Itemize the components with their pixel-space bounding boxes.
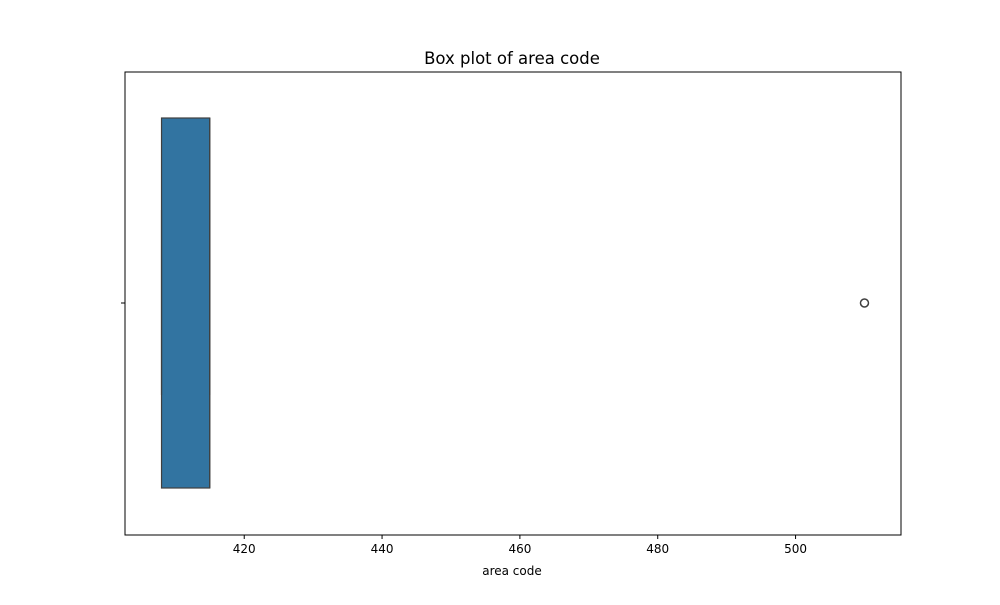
chart-title: Box plot of area code — [424, 49, 600, 68]
axes-frame — [124, 71, 902, 536]
outlier-point — [859, 298, 870, 308]
x-axis-ticks: 420 440 460 480 500 — [233, 535, 807, 556]
x-axis-label: area code — [482, 564, 542, 578]
box-series — [160, 117, 870, 489]
box-iqr — [160, 117, 211, 489]
x-tick-label: 480 — [646, 542, 669, 556]
x-tick-label: 420 — [233, 542, 256, 556]
x-tick-label: 460 — [508, 542, 531, 556]
x-tick-label: 500 — [784, 542, 807, 556]
plot-area — [160, 117, 870, 489]
x-tick-label: 440 — [371, 542, 394, 556]
